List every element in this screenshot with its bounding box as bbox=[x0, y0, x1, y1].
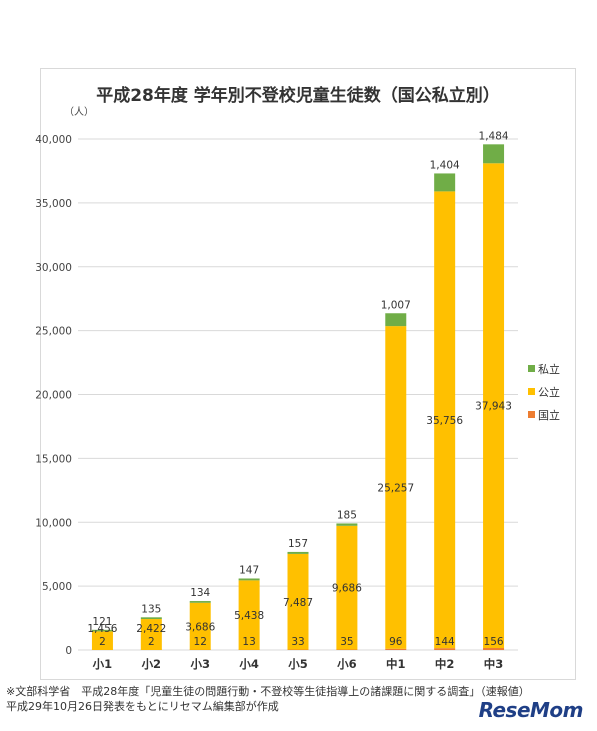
data-label-kouritsu: 9,686 bbox=[332, 583, 362, 595]
bar-segment-公立 bbox=[189, 602, 211, 650]
y-tick-label: 30,000 bbox=[35, 262, 72, 274]
bar-segment-私立 bbox=[434, 173, 456, 192]
footnote-source: ※文部科学省 平成28年度「児童生徒の問題行動・不登校等生徒指導上の諸課題に関す… bbox=[6, 685, 530, 698]
bar-segment-私立 bbox=[238, 578, 260, 581]
y-tick-label: 15,000 bbox=[35, 453, 72, 465]
y-tick-label: 5,000 bbox=[42, 581, 72, 593]
chart-title: 平成28年度 学年別不登校児童生徒数（国公私立別） bbox=[96, 85, 500, 106]
bar-segment-私立 bbox=[91, 629, 113, 632]
data-label-shiritsu: 1,404 bbox=[430, 159, 460, 171]
data-label-kouritsu: 5,438 bbox=[234, 610, 264, 622]
data-label-shiritsu: 157 bbox=[288, 538, 308, 550]
x-tick-label: 小3 bbox=[189, 657, 210, 671]
bar-segment-私立 bbox=[140, 617, 162, 620]
y-axis-unit-label: （人） bbox=[64, 106, 94, 118]
bar-segment-公立 bbox=[140, 619, 162, 650]
x-tick-label: 小1 bbox=[92, 657, 113, 671]
data-label-kouritsu: 37,943 bbox=[475, 401, 512, 413]
x-tick-label: 小5 bbox=[287, 657, 308, 671]
data-label-kouritsu: 2,422 bbox=[136, 623, 166, 635]
bar-segment-公立 bbox=[287, 553, 309, 650]
data-label-kouritsu: 3,686 bbox=[185, 621, 215, 633]
data-label-kokuritsu: 13 bbox=[242, 636, 255, 648]
x-tick-label: 小6 bbox=[336, 657, 357, 671]
y-tick-label: 0 bbox=[65, 645, 72, 657]
bar-segment-国立 bbox=[483, 648, 505, 650]
x-tick-label: 中3 bbox=[484, 657, 504, 671]
y-tick-label: 25,000 bbox=[35, 326, 72, 338]
data-label-shiritsu: 1,007 bbox=[381, 299, 411, 311]
data-label-kokuritsu: 96 bbox=[389, 636, 403, 648]
data-label-shiritsu: 147 bbox=[239, 564, 259, 576]
data-label-kouritsu: 7,487 bbox=[283, 597, 313, 609]
data-label-kokuritsu: 12 bbox=[194, 636, 207, 648]
bar-segment-公立 bbox=[336, 525, 358, 650]
bar-segment-私立 bbox=[385, 313, 407, 327]
data-label-shiritsu: 134 bbox=[190, 587, 210, 599]
bar-segment-公立 bbox=[385, 326, 407, 649]
data-label-kouritsu: 1,456 bbox=[87, 623, 117, 635]
bar-segment-公立 bbox=[483, 163, 505, 649]
bar-segment-国立 bbox=[336, 649, 358, 650]
legend-label: 私立 bbox=[538, 362, 560, 376]
data-label-kouritsu: 35,756 bbox=[426, 415, 463, 427]
y-tick-label: 35,000 bbox=[35, 198, 72, 210]
data-label-kouritsu: 25,257 bbox=[377, 482, 414, 494]
stacked-bar-chart: 平成28年度 学年別不登校児童生徒数（国公私立別）（人） 0 5,000 10,000… bbox=[35, 85, 560, 671]
bar-segment-国立 bbox=[385, 648, 407, 650]
data-label-kokuritsu: 2 bbox=[99, 636, 106, 648]
x-tick-label: 小2 bbox=[141, 657, 162, 671]
x-tick-label: 中2 bbox=[435, 657, 455, 671]
bar-segment-公立 bbox=[238, 580, 260, 650]
y-tick-label: 40,000 bbox=[35, 134, 72, 146]
bar-segment-公立 bbox=[91, 631, 113, 650]
data-label-shiritsu: 121 bbox=[92, 616, 112, 628]
x-tick-label: 中1 bbox=[386, 657, 406, 671]
bar-segment-私立 bbox=[483, 144, 505, 164]
data-label-shiritsu: 1,484 bbox=[479, 130, 509, 142]
legend-swatch-私立 bbox=[528, 365, 535, 372]
bar-segment-公立 bbox=[434, 191, 456, 649]
footnote-note: 平成29年10月26日発表をもとにリセマム編集部が作成 bbox=[6, 700, 279, 713]
data-label-kokuritsu: 35 bbox=[340, 636, 353, 648]
chart-frame bbox=[40, 68, 576, 680]
bar-segment-私立 bbox=[336, 523, 358, 526]
data-label-shiritsu: 185 bbox=[337, 509, 357, 521]
x-tick-label: 小4 bbox=[238, 657, 259, 671]
y-tick-label: 10,000 bbox=[35, 517, 72, 529]
data-label-shiritsu: 135 bbox=[141, 603, 161, 615]
bar-segment-私立 bbox=[287, 551, 309, 554]
legend-label: 公立 bbox=[538, 385, 560, 399]
bar-segment-私立 bbox=[189, 601, 211, 603]
resemom-logo: ReseMom bbox=[478, 698, 584, 722]
data-label-kokuritsu: 156 bbox=[484, 636, 504, 648]
legend-label: 国立 bbox=[538, 408, 560, 422]
bar-segment-国立 bbox=[434, 648, 456, 650]
y-tick-label: 20,000 bbox=[35, 390, 72, 402]
legend-swatch-公立 bbox=[528, 388, 535, 395]
bar-segment-国立 bbox=[287, 649, 309, 650]
legend-swatch-国立 bbox=[528, 411, 535, 418]
data-label-kokuritsu: 33 bbox=[291, 636, 304, 648]
data-label-kokuritsu: 144 bbox=[435, 636, 455, 648]
data-label-kokuritsu: 2 bbox=[148, 636, 155, 648]
